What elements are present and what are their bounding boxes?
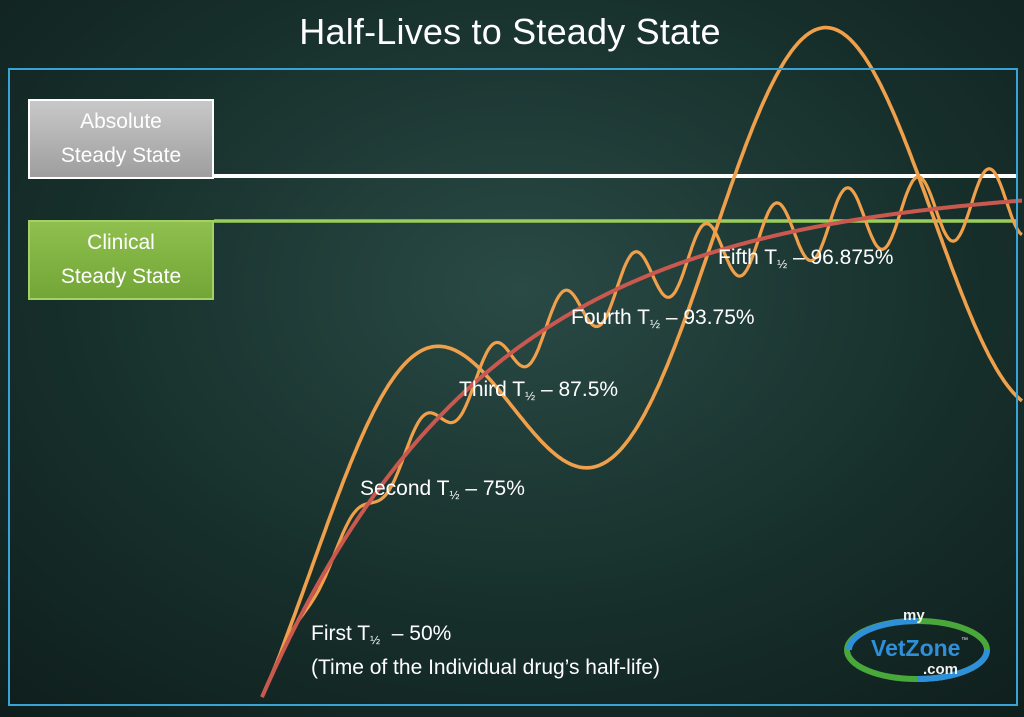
third-half-life-label: Third T½ – 87.5% [459,378,619,403]
second-half-life-label: Second T½ – 75% [360,477,525,502]
clinical-steady-state-box: Clinical Steady State [28,220,214,300]
first-half-life-label: First T½ – 50% [311,622,452,647]
svg-text:.com: .com [923,661,958,678]
slow-oscillation-curve [260,25,1024,698]
svg-text:my: my [903,607,925,624]
svg-text:™: ™ [961,637,968,644]
fast-oscillation-curve [260,167,1023,698]
svg-text:VetZone: VetZone [871,635,960,661]
clinical-box-line2: Steady State [60,265,182,288]
mean-concentration-curve [260,198,1023,698]
absolute-box-line1: Absolute [80,110,162,133]
footnote-label: (Time of the Individual drug’s half-life… [311,656,660,679]
fifth-half-life-label: Fifth T½ – 96.875% [718,246,894,271]
absolute-steady-state-box: Absolute Steady State [28,99,214,179]
absolute-box-line2: Steady State [60,144,182,167]
fourth-half-life-label: Fourth T½ – 93.75% [571,306,755,331]
slide-title: Half-Lives to Steady State [299,11,721,52]
clinical-box-line1: Clinical [87,231,155,254]
myvetzone-logo: my VetZone ™ .com [844,607,990,682]
